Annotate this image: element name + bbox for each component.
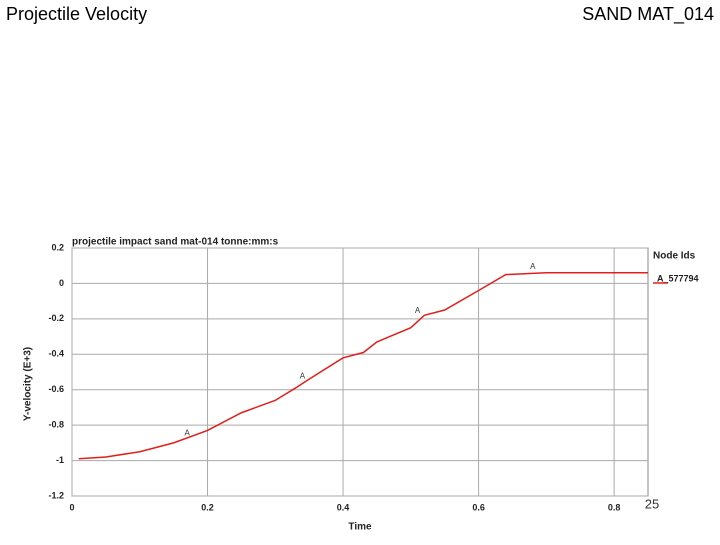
x-tick-label: 0.6 xyxy=(472,502,485,512)
point-marker: A xyxy=(530,262,536,271)
x-tick-label: 0 xyxy=(69,502,74,512)
plot-frame xyxy=(71,247,649,497)
y-tick-label: -1 xyxy=(56,455,64,465)
x-tick-label: 0.2 xyxy=(201,502,214,512)
y-tick-label: -0.6 xyxy=(48,384,64,394)
point-marker: A xyxy=(300,372,306,381)
x-tick-label: 0.8 xyxy=(608,502,621,512)
y-tick-label: 0.2 xyxy=(51,242,64,252)
y-tick-label: -0.2 xyxy=(48,313,64,323)
legend-label: A_577794 xyxy=(657,273,699,283)
x-tick-label: 0.4 xyxy=(337,502,350,512)
y-tick-label: 0 xyxy=(59,278,64,288)
chart-title: projectile impact sand mat-014 tonne:mm:… xyxy=(72,237,279,248)
y-tick-label: -0.4 xyxy=(48,349,64,359)
x-axis-label: Time xyxy=(348,522,372,533)
legend-title: Node Ids xyxy=(653,251,696,262)
slide-title: Projectile Velocity xyxy=(6,4,147,24)
page-number: 25 xyxy=(645,496,659,511)
data-line xyxy=(78,272,648,460)
y-tick-label: -0.8 xyxy=(48,420,64,430)
y-tick-label: -1.2 xyxy=(48,490,64,500)
point-marker: A xyxy=(185,428,191,437)
point-marker: A xyxy=(415,306,421,315)
slide-subtitle: SAND MAT_014 xyxy=(582,4,714,25)
y-axis-label: Y-velocity (E+3) xyxy=(23,347,34,421)
